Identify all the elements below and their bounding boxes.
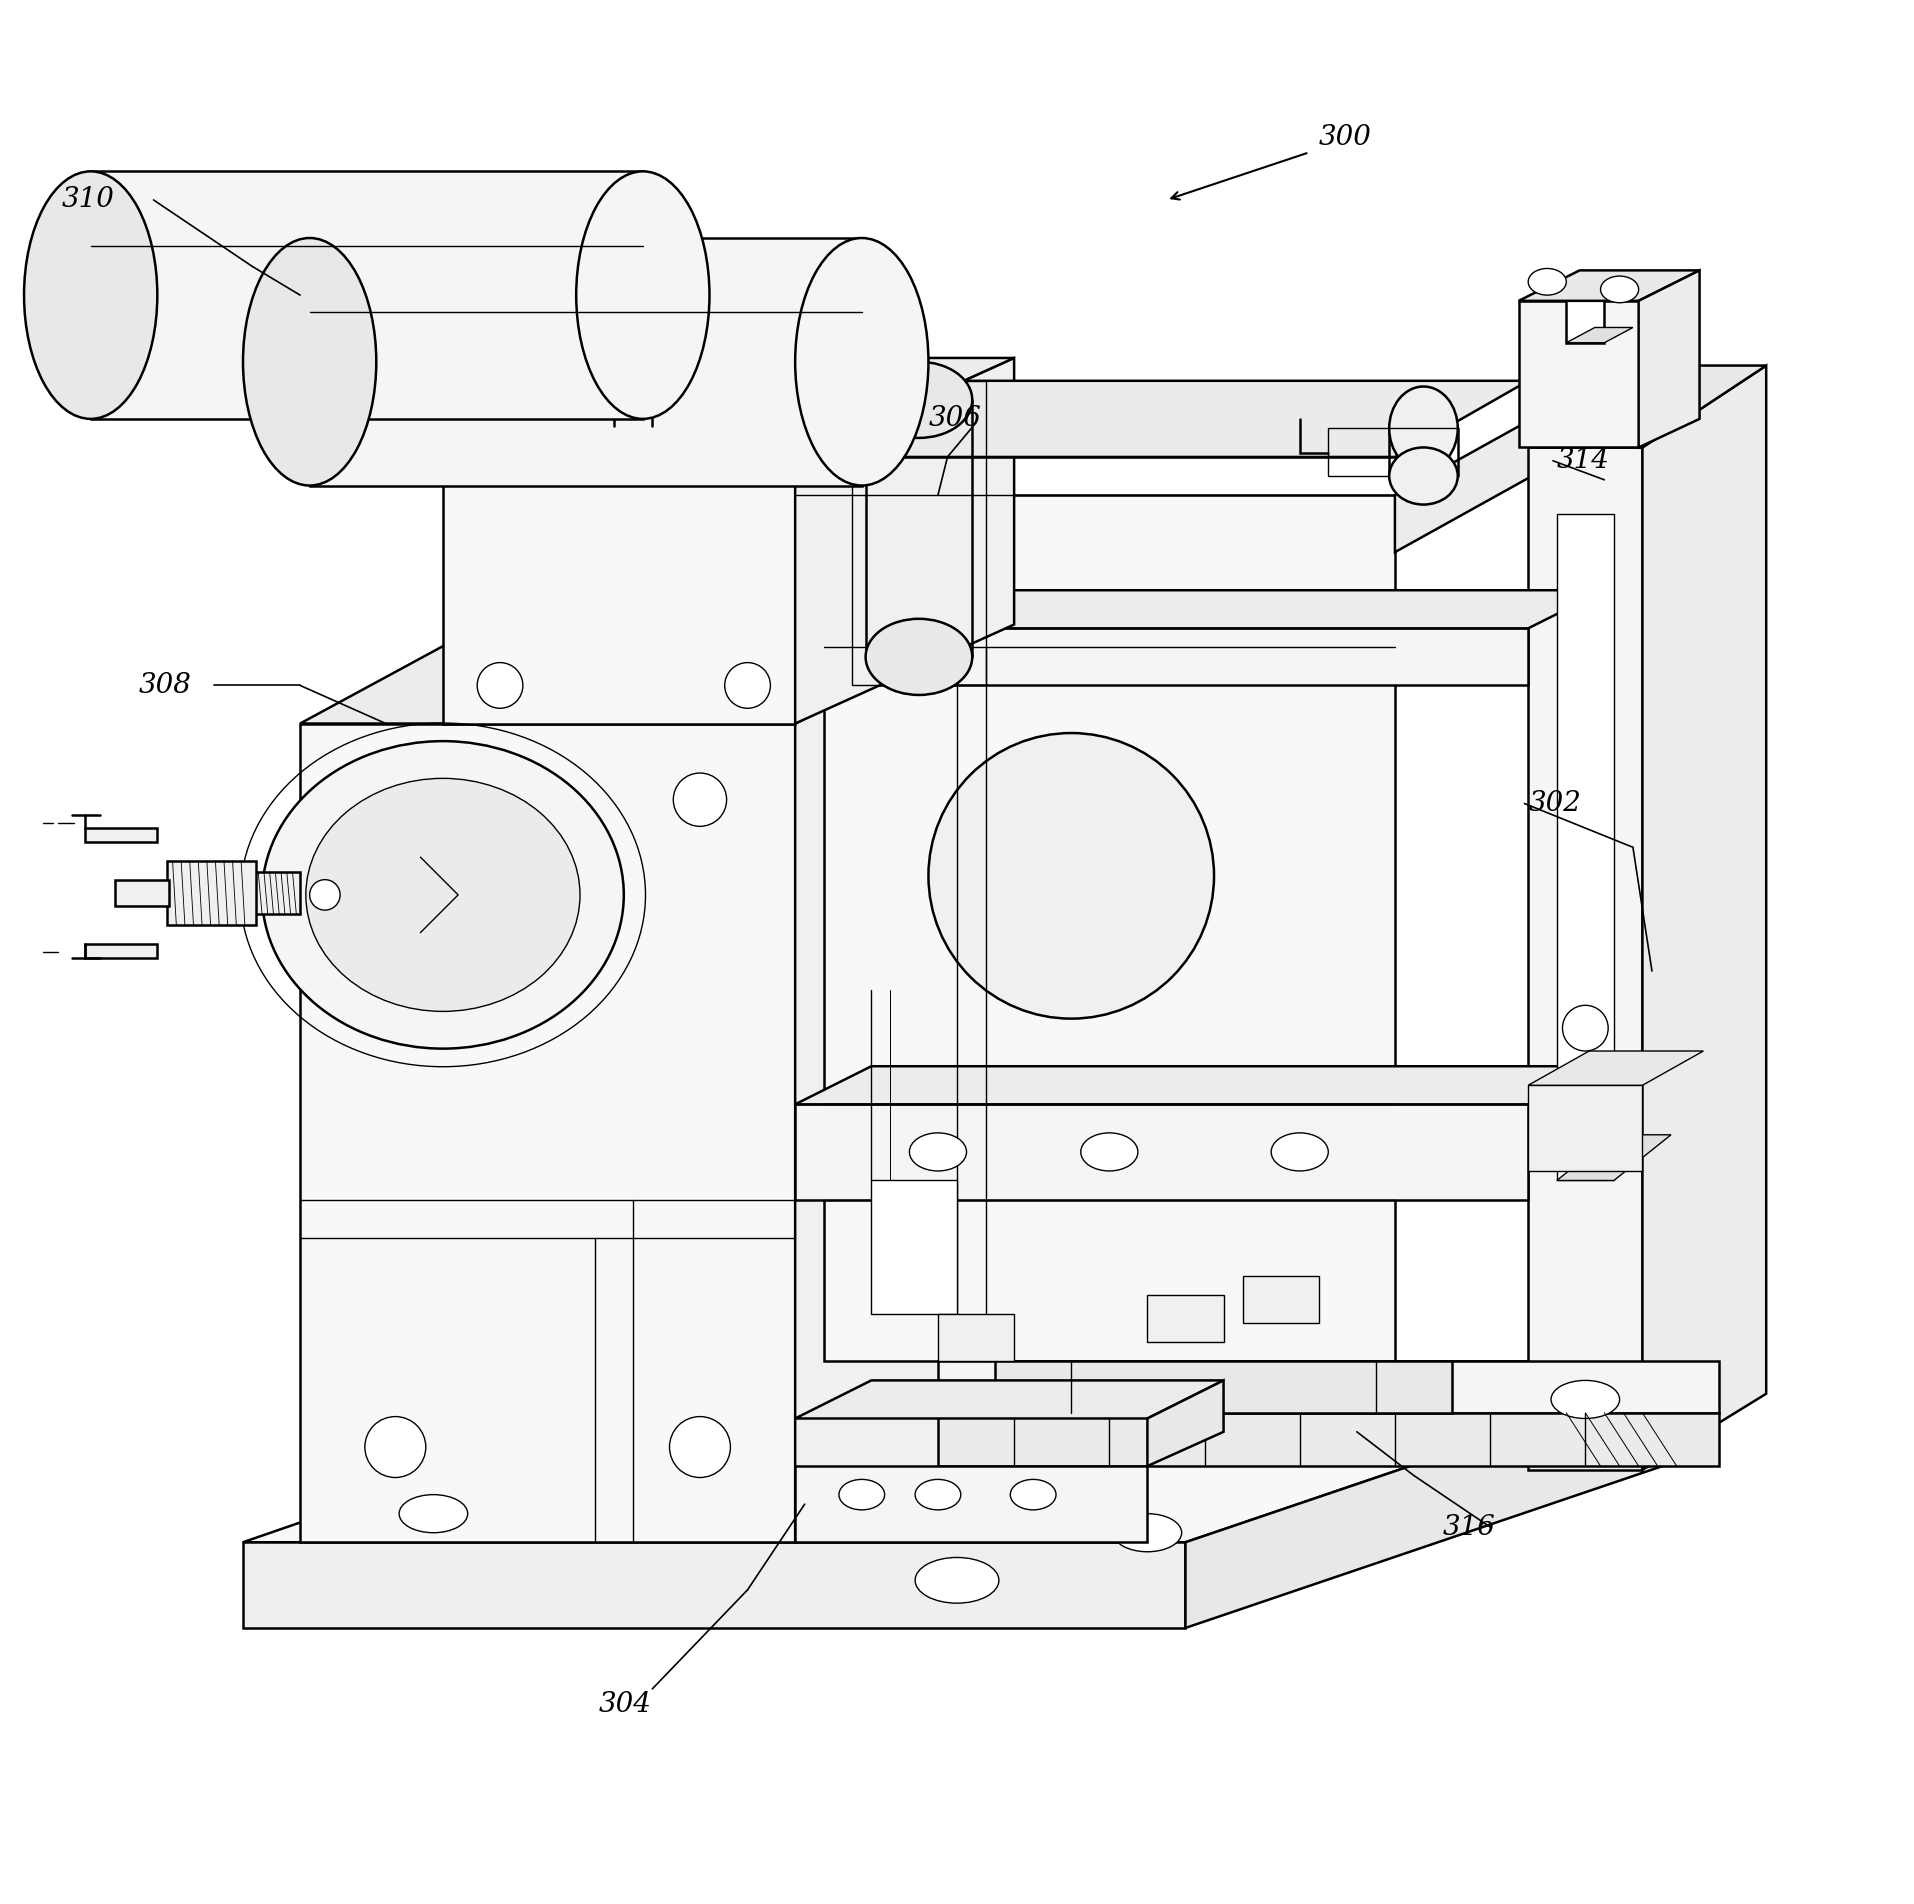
- Polygon shape: [794, 358, 1014, 724]
- Ellipse shape: [915, 1479, 961, 1510]
- Text: 302: 302: [1527, 790, 1581, 817]
- Polygon shape: [567, 428, 691, 457]
- Polygon shape: [115, 880, 168, 906]
- Ellipse shape: [366, 1417, 425, 1478]
- Polygon shape: [794, 1066, 1604, 1104]
- Polygon shape: [794, 600, 1043, 1542]
- Polygon shape: [794, 590, 1604, 628]
- Text: 306: 306: [928, 406, 982, 432]
- Ellipse shape: [477, 663, 523, 708]
- Ellipse shape: [928, 733, 1213, 1019]
- Ellipse shape: [243, 238, 377, 486]
- Polygon shape: [1242, 1276, 1319, 1323]
- Ellipse shape: [1114, 1514, 1181, 1552]
- Text: 300: 300: [1319, 124, 1372, 150]
- Ellipse shape: [310, 880, 341, 910]
- Ellipse shape: [1271, 1133, 1328, 1171]
- Polygon shape: [1185, 1361, 1719, 1628]
- Polygon shape: [1527, 366, 1767, 447]
- Ellipse shape: [369, 773, 421, 826]
- Polygon shape: [995, 1361, 1453, 1413]
- Ellipse shape: [1390, 447, 1458, 505]
- Polygon shape: [794, 1104, 1527, 1200]
- Ellipse shape: [865, 619, 972, 695]
- Ellipse shape: [1011, 1479, 1057, 1510]
- Ellipse shape: [725, 663, 771, 708]
- Polygon shape: [1527, 447, 1642, 1470]
- Polygon shape: [310, 238, 861, 486]
- Ellipse shape: [1550, 1380, 1619, 1418]
- Polygon shape: [167, 861, 256, 925]
- Polygon shape: [442, 457, 794, 724]
- Polygon shape: [84, 828, 157, 842]
- Polygon shape: [1638, 270, 1700, 447]
- Polygon shape: [1146, 1295, 1223, 1342]
- Polygon shape: [1527, 1051, 1703, 1085]
- Text: 304: 304: [599, 1691, 653, 1717]
- Polygon shape: [1566, 327, 1633, 343]
- Polygon shape: [794, 381, 1527, 457]
- Ellipse shape: [400, 1495, 467, 1533]
- Polygon shape: [1556, 514, 1614, 1180]
- Polygon shape: [84, 944, 157, 958]
- Polygon shape: [243, 1542, 1185, 1628]
- Polygon shape: [442, 358, 1014, 457]
- Polygon shape: [1395, 400, 1566, 552]
- Ellipse shape: [1081, 1133, 1139, 1171]
- Polygon shape: [938, 1361, 1719, 1413]
- Polygon shape: [871, 1180, 957, 1314]
- Text: 310: 310: [61, 187, 115, 213]
- Ellipse shape: [25, 171, 157, 419]
- Polygon shape: [794, 1380, 1223, 1418]
- Text: 314: 314: [1556, 447, 1610, 474]
- Ellipse shape: [262, 741, 624, 1049]
- Polygon shape: [1556, 1135, 1671, 1180]
- Polygon shape: [938, 1413, 1719, 1466]
- Polygon shape: [300, 724, 794, 1542]
- Polygon shape: [243, 1361, 1719, 1542]
- Polygon shape: [823, 495, 1395, 1361]
- Ellipse shape: [670, 1417, 731, 1478]
- Text: 308: 308: [138, 672, 191, 699]
- Ellipse shape: [674, 773, 727, 826]
- Ellipse shape: [1562, 1005, 1608, 1051]
- Ellipse shape: [915, 1557, 999, 1603]
- Polygon shape: [1518, 301, 1638, 447]
- Polygon shape: [253, 872, 300, 914]
- Ellipse shape: [909, 1133, 967, 1171]
- Ellipse shape: [838, 1479, 884, 1510]
- Text: 316: 316: [1443, 1514, 1495, 1540]
- Polygon shape: [1146, 1380, 1223, 1466]
- Polygon shape: [794, 1466, 1146, 1542]
- Ellipse shape: [576, 171, 710, 419]
- Ellipse shape: [1600, 276, 1638, 303]
- Ellipse shape: [1527, 268, 1566, 295]
- Polygon shape: [1518, 270, 1700, 301]
- Ellipse shape: [794, 238, 928, 486]
- Ellipse shape: [1390, 387, 1458, 470]
- Polygon shape: [938, 1314, 1014, 1361]
- Polygon shape: [1642, 366, 1767, 1470]
- Polygon shape: [1527, 1085, 1642, 1171]
- Ellipse shape: [865, 362, 972, 438]
- Polygon shape: [90, 171, 643, 419]
- Polygon shape: [794, 628, 1527, 685]
- Polygon shape: [300, 600, 1043, 724]
- Ellipse shape: [306, 779, 580, 1011]
